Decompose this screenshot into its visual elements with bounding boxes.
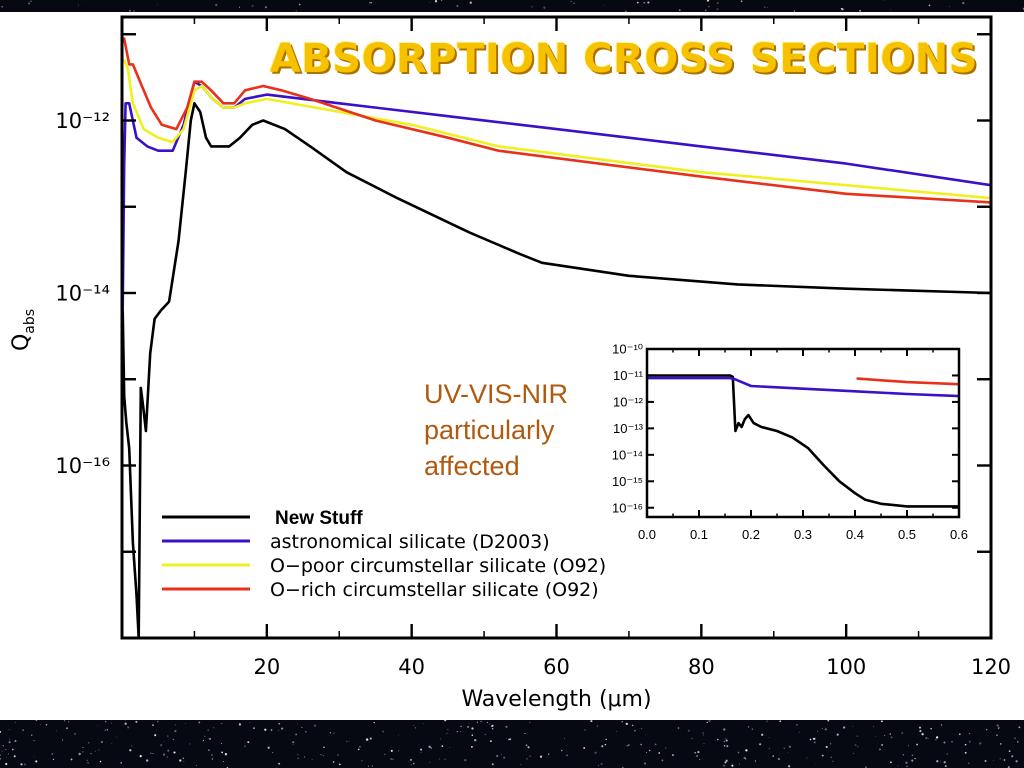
x-tick-label: 0.6 <box>950 527 968 542</box>
x-tick-label: 80 <box>688 655 715 679</box>
plot-frame <box>120 15 993 640</box>
legend-label-new_stuff: New Stuff <box>275 508 363 529</box>
x-tick-label: 0.5 <box>898 527 916 542</box>
x-tick-label: 0.3 <box>794 527 812 542</box>
y-tick-label: 10⁻¹² <box>55 109 110 133</box>
legend-label-o_rich: O−rich circumstellar silicate (O92) <box>270 579 599 601</box>
note-line-2: particularly <box>424 415 555 445</box>
chart-panel: 20 40 60 80 100 120 10⁻¹² 10⁻¹⁴ 10⁻¹⁶ Wavelength … <box>0 12 1024 720</box>
y-tick-label: 10⁻¹⁶ <box>612 500 643 515</box>
y-tick-label: 10⁻¹³ <box>613 421 644 436</box>
uv-vis-nir-note: UV-VIS-NIR particularly affected <box>424 376 604 484</box>
x-tick-label: 20 <box>253 655 280 679</box>
series-line-new_stuff <box>122 102 991 638</box>
x-axis-label: Wavelength (μm) <box>461 687 651 712</box>
series-line-astronomical <box>647 376 959 398</box>
main-chart: 20 40 60 80 100 120 10⁻¹² 10⁻¹⁴ 10⁻¹⁶ Wavelength … <box>9 15 1011 712</box>
x-tick-label: 0.1 <box>690 527 708 542</box>
note-line-3: affected <box>424 451 520 481</box>
y-axis-label: Qabs <box>9 309 38 351</box>
legend-label-o_poor: O−poor circumstellar silicate (O92) <box>270 555 606 577</box>
series-line-o_rich <box>122 37 991 204</box>
y-tick-label: 10⁻¹⁶ <box>55 454 110 478</box>
x-tick-label: 0.0 <box>638 527 656 542</box>
x-tick-label: 120 <box>971 655 1011 679</box>
note-line-1: UV-VIS-NIR <box>424 379 569 409</box>
y-tick-label: 10⁻¹¹ <box>613 368 644 383</box>
x-tick-label: 0.4 <box>846 527 864 542</box>
series-line-o_poor <box>122 58 991 200</box>
y-tick-label: 10⁻¹² <box>613 394 644 409</box>
x-tick-label: 0.2 <box>742 527 760 542</box>
x-tick-label: 60 <box>543 655 570 679</box>
y-tick-label: 10⁻¹⁰ <box>612 342 643 357</box>
y-tick-label: 10⁻¹⁵ <box>612 474 643 489</box>
x-tick-label: 40 <box>398 655 425 679</box>
y-tick-label: 10⁻¹⁴ <box>55 281 110 305</box>
legend-label-astronomical: astronomical silicate (D2003) <box>270 531 550 553</box>
series-line-o_rich <box>856 377 959 386</box>
inset-chart: 0.0 0.1 0.2 0.3 0.4 0.5 0.6 10⁻¹⁰ 10⁻¹¹ 10⁻¹² 10⁻¹… <box>612 342 968 542</box>
series-line-new_stuff <box>647 374 959 508</box>
x-tick-label: 100 <box>826 655 866 679</box>
y-tick-label: 10⁻¹⁴ <box>612 447 643 462</box>
slide-title: ABSORPTION CROSS SECTIONS <box>269 36 978 82</box>
